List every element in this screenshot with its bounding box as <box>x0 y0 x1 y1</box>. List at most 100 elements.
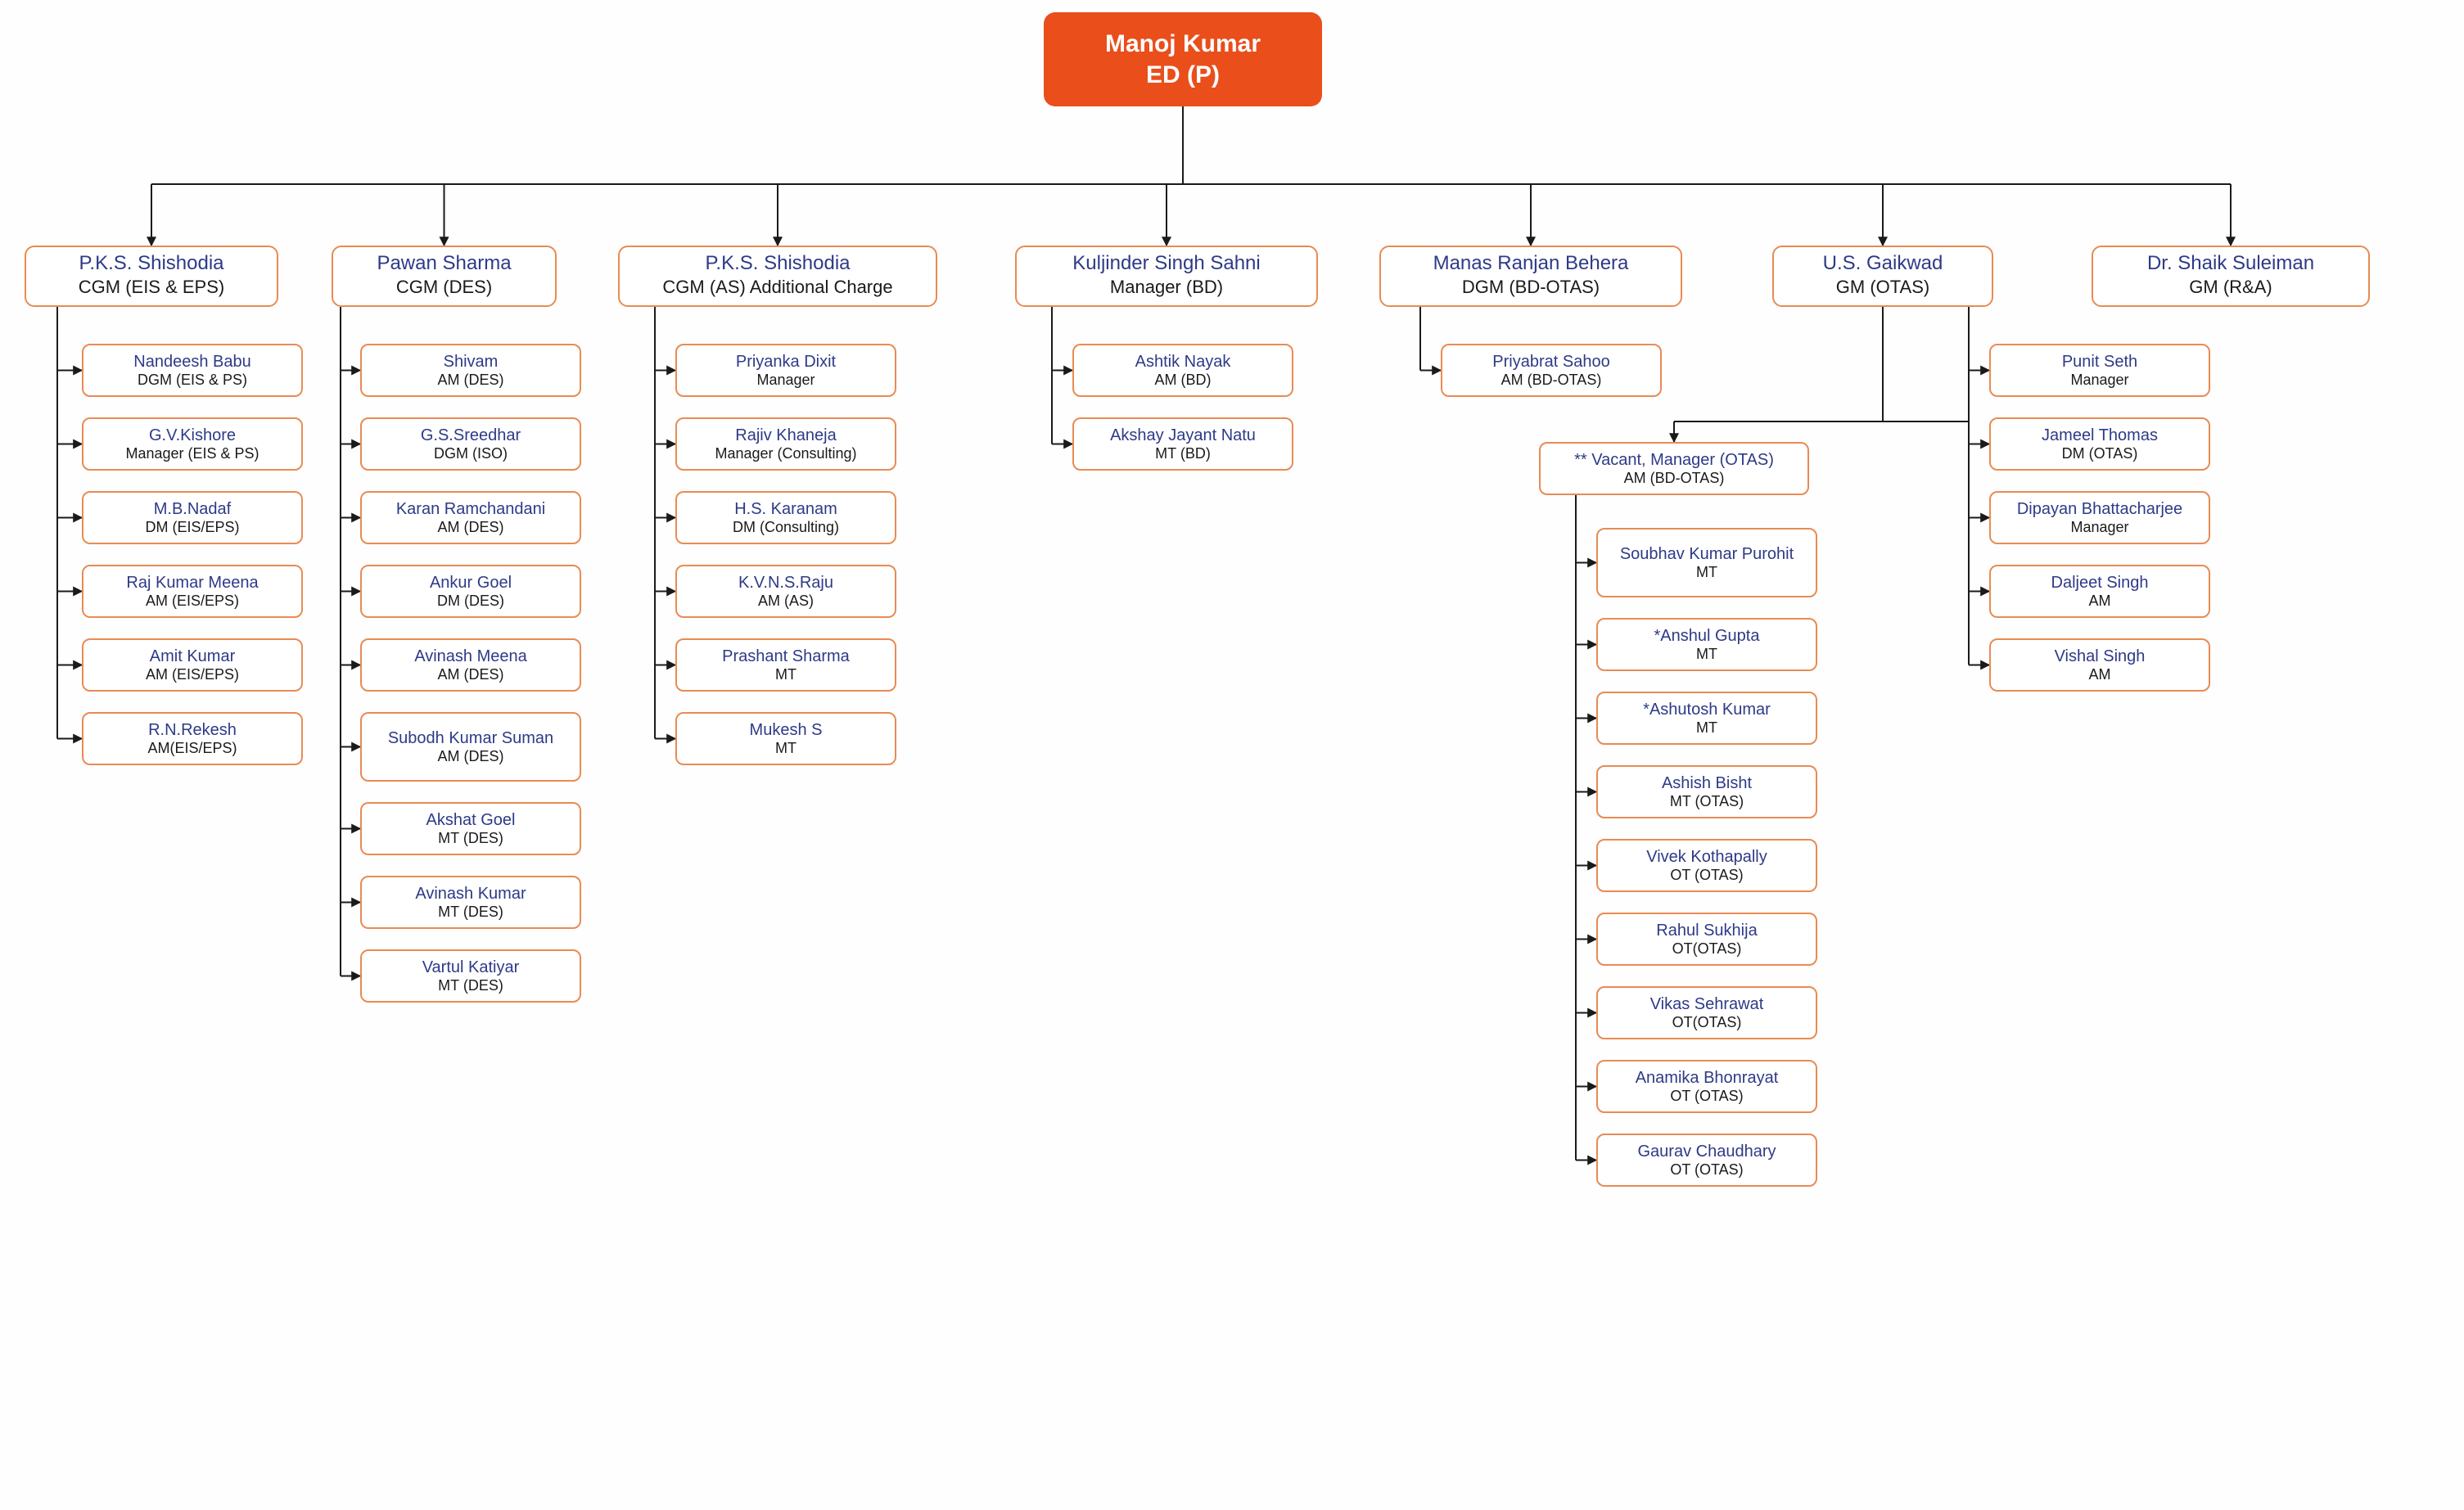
head-title: GM (R&A) <box>2098 277 2363 298</box>
child-node: Rahul SukhijaOT(OTAS) <box>1596 913 1817 966</box>
child-node: G.V.KishoreManager (EIS & PS) <box>82 417 303 471</box>
child-title: MT (OTAS) <box>1670 794 1744 810</box>
child-title: AM (BD) <box>1155 372 1212 389</box>
child-title: Manager <box>2070 520 2128 536</box>
child-title: DM (Consulting) <box>733 520 839 536</box>
child-title: OT (OTAS) <box>1670 1162 1743 1179</box>
child-title: AM (DES) <box>438 749 504 765</box>
child-node: Gaurav ChaudharyOT (OTAS) <box>1596 1134 1817 1187</box>
child-node: Amit KumarAM (EIS/EPS) <box>82 638 303 692</box>
head-title: GM (OTAS) <box>1779 277 1987 298</box>
child-node: Akshat Goel MT (DES) <box>360 802 581 855</box>
head-title: Manager (BD) <box>1022 277 1311 298</box>
child-name: Vivek Kothapally <box>1646 848 1767 866</box>
child-name: Ashish Bisht <box>1662 774 1752 792</box>
head-name: Dr. Shaik Suleiman <box>2098 252 2363 275</box>
child-node: Jameel ThomasDM (OTAS) <box>1989 417 2210 471</box>
child-name: *Ashutosh Kumar <box>1643 701 1771 719</box>
child-node: Karan Ramchandani AM (DES) <box>360 491 581 544</box>
head-name: Manas Ranjan Behera <box>1386 252 1676 275</box>
child-node: R.N.Rekesh AM(EIS/EPS) <box>82 712 303 765</box>
child-name: Priyanka Dixit <box>736 353 836 371</box>
child-node: Vikas SehrawatOT(OTAS) <box>1596 986 1817 1039</box>
child-title: AM(EIS/EPS) <box>147 741 237 757</box>
child-name: Karan Ramchandani <box>396 500 545 518</box>
child-name: Rajiv Khaneja <box>735 426 836 444</box>
child-title: AM (DES) <box>438 667 504 683</box>
child-name: Subodh Kumar Suman <box>388 729 553 747</box>
head-title: DGM (BD-OTAS) <box>1386 277 1676 298</box>
child-node: Soubhav Kumar PurohitMT <box>1596 528 1817 597</box>
child-node: M.B.NadafDM (EIS/EPS) <box>82 491 303 544</box>
child-title: DM (DES) <box>437 593 504 610</box>
head-name: U.S. Gaikwad <box>1779 252 1987 275</box>
child-node: Ashish Bisht MT (OTAS) <box>1596 765 1817 818</box>
child-title: Manager <box>2070 372 2128 389</box>
child-name: Punit Seth <box>2062 353 2137 371</box>
head-title: CGM (EIS & EPS) <box>31 277 272 298</box>
head-node: Pawan SharmaCGM (DES) <box>332 246 557 307</box>
child-name: G.S.Sreedhar <box>421 426 521 444</box>
child-node: Vivek KothapallyOT (OTAS) <box>1596 839 1817 892</box>
child-name: Amit Kumar <box>150 647 235 665</box>
head-title: CGM (DES) <box>338 277 550 298</box>
child-name: Gaurav Chaudhary <box>1638 1143 1776 1161</box>
child-title: OT(OTAS) <box>1672 941 1742 958</box>
child-node: Priyanka DixitManager <box>675 344 896 397</box>
child-title: AM (BD-OTAS) <box>1501 372 1602 389</box>
child-name: Nandeesh Babu <box>133 353 250 371</box>
child-title: DGM (ISO) <box>434 446 508 462</box>
child-name: Mukesh S <box>750 721 823 739</box>
child-name: Akshay Jayant Natu <box>1110 426 1256 444</box>
child-title: MT (DES) <box>438 904 503 921</box>
child-name: Akshat Goel <box>426 811 516 829</box>
child-title: Manager (EIS & PS) <box>125 446 259 462</box>
child-title: OT (OTAS) <box>1670 1089 1743 1105</box>
child-title: Manager (Consulting) <box>715 446 856 462</box>
child-node: *Anshul GuptaMT <box>1596 618 1817 671</box>
child-node: Mukesh SMT <box>675 712 896 765</box>
root-name: Manoj Kumar <box>1105 29 1261 60</box>
child-name: R.N.Rekesh <box>148 721 237 739</box>
child-name: Vishal Singh <box>2055 647 2146 665</box>
child-name: Anamika Bhonrayat <box>1636 1069 1779 1087</box>
child-title: MT <box>1696 720 1717 737</box>
child-node: K.V.N.S.RajuAM (AS) <box>675 565 896 618</box>
child-title: AM <box>2089 667 2111 683</box>
child-node: ** Vacant, Manager (OTAS) AM (BD-OTAS) <box>1539 442 1809 495</box>
child-name: Priyabrat Sahoo <box>1492 353 1609 371</box>
child-node: Akshay Jayant Natu MT (BD) <box>1072 417 1293 471</box>
child-name: Avinash Meena <box>414 647 527 665</box>
child-node: G.S.Sreedhar DGM (ISO) <box>360 417 581 471</box>
child-title: MT (DES) <box>438 831 503 847</box>
child-title: DGM (EIS & PS) <box>138 372 247 389</box>
child-title: AM (DES) <box>438 520 504 536</box>
child-title: AM (BD-OTAS) <box>1624 471 1725 487</box>
child-title: AM <box>2089 593 2111 610</box>
child-title: AM (EIS/EPS) <box>146 593 239 610</box>
child-name: Jameel Thomas <box>2042 426 2158 444</box>
child-node: Priyabrat SahooAM (BD-OTAS) <box>1441 344 1662 397</box>
child-node: Vartul Katiyar MT (DES) <box>360 949 581 1003</box>
child-node: Vishal Singh AM <box>1989 638 2210 692</box>
child-title: MT (DES) <box>438 978 503 994</box>
child-node: H.S. KaranamDM (Consulting) <box>675 491 896 544</box>
child-title: MT (BD) <box>1155 446 1211 462</box>
child-node: Prashant SharmaMT <box>675 638 896 692</box>
child-node: Avinash KumarMT (DES) <box>360 876 581 929</box>
child-node: Anamika Bhonrayat OT (OTAS) <box>1596 1060 1817 1113</box>
child-node: Dipayan BhattacharjeeManager <box>1989 491 2210 544</box>
head-name: P.K.S. Shishodia <box>31 252 272 275</box>
head-title: CGM (AS) Additional Charge <box>625 277 931 298</box>
head-node: U.S. GaikwadGM (OTAS) <box>1772 246 1993 307</box>
child-name: K.V.N.S.Raju <box>738 574 833 592</box>
child-node: Punit SethManager <box>1989 344 2210 397</box>
child-name: Vartul Katiyar <box>422 958 520 976</box>
head-name: P.K.S. Shishodia <box>625 252 931 275</box>
head-node: Kuljinder Singh SahniManager (BD) <box>1015 246 1318 307</box>
head-node: Dr. Shaik SuleimanGM (R&A) <box>2092 246 2370 307</box>
root-node: Manoj KumarED (P) <box>1044 12 1322 106</box>
child-name: ** Vacant, Manager (OTAS) <box>1574 451 1774 469</box>
child-name: M.B.Nadaf <box>154 500 231 518</box>
child-name: Daljeet Singh <box>2051 574 2149 592</box>
